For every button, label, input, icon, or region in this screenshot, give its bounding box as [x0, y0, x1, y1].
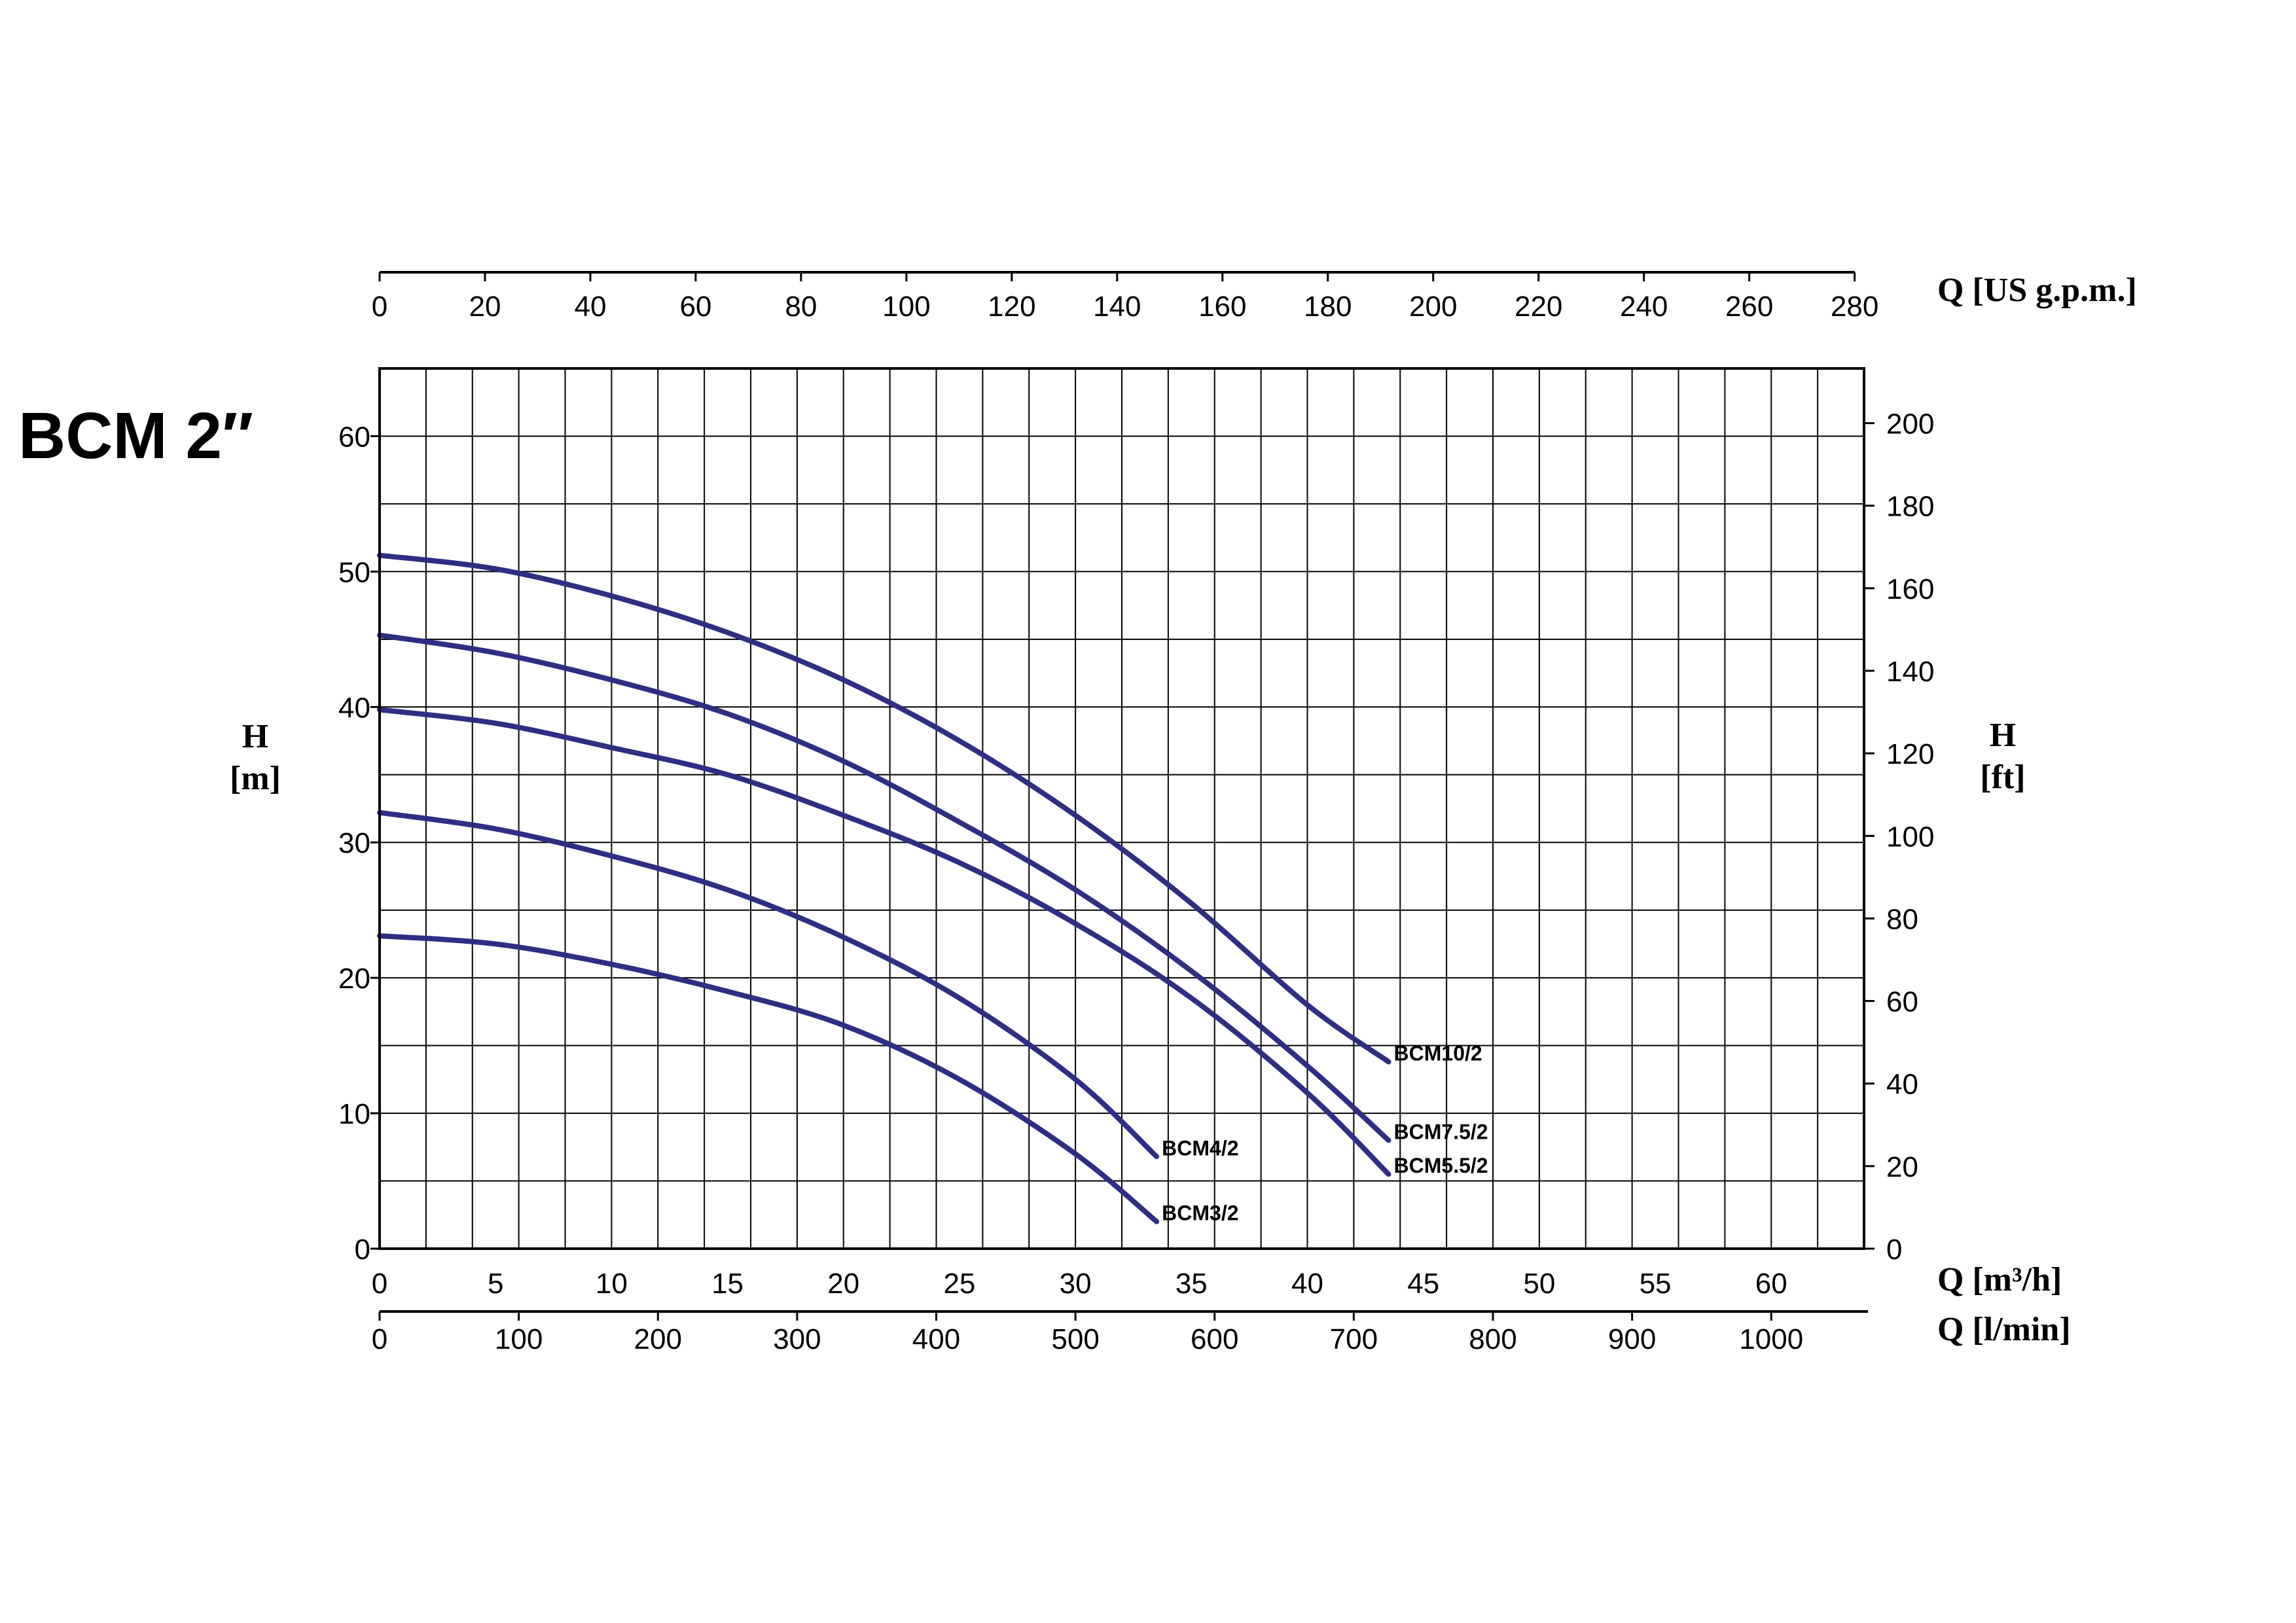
- series-label: BCM4/2: [1162, 1136, 1238, 1160]
- right-tick-label: 140: [1886, 656, 1934, 688]
- x-tick-label: 30: [1060, 1268, 1092, 1300]
- series-label: BCM10/2: [1394, 1041, 1482, 1065]
- bottom-tick-label: 0: [372, 1323, 387, 1355]
- bottom-axis-label: Q [l/min]: [1937, 1311, 2071, 1348]
- series-label: BCM7.5/2: [1394, 1120, 1488, 1143]
- series-line: [377, 632, 1391, 1143]
- series-label: BCM5.5/2: [1394, 1154, 1488, 1177]
- bottom-tick-label: 100: [495, 1323, 543, 1355]
- top-tick-label: 160: [1198, 291, 1246, 323]
- bottom-tick-label: 1000: [1739, 1323, 1803, 1355]
- y-tick-label: 0: [355, 1234, 370, 1266]
- y-tick-label: 20: [338, 963, 370, 995]
- series-line: [377, 552, 1391, 1065]
- x-tick-label: 60: [1755, 1268, 1787, 1300]
- top-tick-label: 120: [988, 291, 1035, 323]
- right-tick-label: 60: [1886, 986, 1918, 1018]
- grid: [380, 368, 1864, 1249]
- right-tick-label: 200: [1886, 408, 1934, 440]
- x-tick-label: 40: [1291, 1268, 1323, 1300]
- right-tick-label: 20: [1886, 1151, 1918, 1183]
- bottom-tick-label: 400: [912, 1323, 960, 1355]
- curves: BCM10/2 BCM7.5/2 BCM5.5/2 BCM4/2 BCM3/2: [377, 552, 1488, 1225]
- y-tick-label: 40: [338, 692, 370, 724]
- chart-title: BCM 2″: [18, 399, 253, 473]
- bottom-tick-label: 300: [773, 1323, 821, 1355]
- top-tick-label: 220: [1515, 291, 1562, 323]
- right-tick-label: 80: [1886, 903, 1918, 935]
- bottom-tick-label: 200: [634, 1323, 682, 1355]
- top-tick-label: 20: [469, 291, 501, 323]
- x-tick-label: 20: [827, 1268, 859, 1300]
- x-tick-label: 45: [1407, 1268, 1439, 1300]
- top-tick-label: 0: [372, 291, 387, 323]
- y-axis-label-line1: H: [242, 718, 268, 755]
- bottom-tick-label: 900: [1608, 1323, 1656, 1355]
- series-line: [377, 707, 1391, 1177]
- right-tick-label: 120: [1886, 738, 1934, 770]
- top-tick-label: 40: [574, 291, 606, 323]
- plot-frame: [378, 367, 1865, 1250]
- x-axis-label: Q [m³/h]: [1937, 1261, 2062, 1298]
- y-tick-label: 10: [338, 1098, 370, 1130]
- x-tick-label: 55: [1640, 1268, 1672, 1300]
- x-tick-label: 0: [372, 1268, 387, 1300]
- x-tick-label: 15: [711, 1268, 744, 1300]
- x-tick-label: 35: [1175, 1268, 1208, 1300]
- top-tick-label: 180: [1304, 291, 1352, 323]
- top-tick-label: 240: [1620, 291, 1668, 323]
- top-tick-label: 140: [1093, 291, 1141, 323]
- top-tick-label: 200: [1409, 291, 1457, 323]
- bottom-tick-label: 700: [1330, 1323, 1378, 1355]
- x-tick-label: 50: [1523, 1268, 1555, 1300]
- y-axis-label-line2: [m]: [230, 760, 281, 797]
- right-tick-label: 40: [1886, 1069, 1918, 1101]
- y-tick-label: 60: [338, 421, 370, 453]
- x-tick-label: 5: [488, 1268, 503, 1300]
- right-tick-label: 180: [1886, 491, 1934, 523]
- series-label: BCM3/2: [1162, 1202, 1238, 1225]
- top-tick-label: 280: [1831, 291, 1878, 323]
- y-tick-label: 50: [338, 556, 370, 588]
- top-tick-label: 60: [679, 291, 711, 323]
- right-tick-label: 100: [1886, 821, 1934, 853]
- right-tick-label: 160: [1886, 573, 1934, 605]
- bottom-tick-label: 800: [1469, 1323, 1516, 1355]
- y-tick-label: 30: [338, 827, 370, 859]
- right-axis-label-line2: [ft]: [1980, 758, 2025, 796]
- top-tick-label: 100: [882, 291, 930, 323]
- x-tick-label: 25: [943, 1268, 975, 1300]
- right-tick-label: 0: [1886, 1234, 1902, 1266]
- bottom-tick-label: 500: [1051, 1323, 1099, 1355]
- top-tick-label: 80: [785, 291, 817, 323]
- right-axis-label-line1: H: [1990, 717, 2016, 754]
- series-line: [377, 933, 1160, 1224]
- x-tick-label: 10: [596, 1268, 628, 1300]
- top-tick-label: 260: [1725, 291, 1773, 323]
- bottom-tick-label: 600: [1191, 1323, 1238, 1355]
- top-axis-label: Q [US g.p.m.]: [1937, 272, 2137, 309]
- series-line: [377, 810, 1160, 1160]
